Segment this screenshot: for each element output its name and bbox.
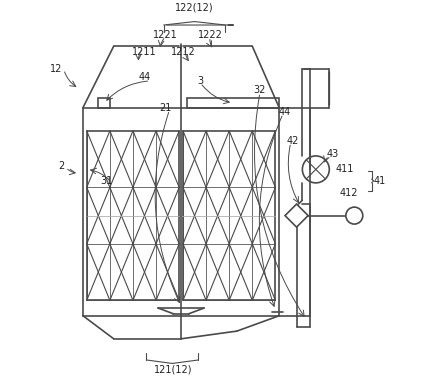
Text: 122(12): 122(12) [175,3,214,13]
Bar [187,98,279,108]
Text: 31: 31 [100,176,112,186]
Text: 121(12): 121(12) [154,365,193,375]
Text: 411: 411 [335,164,354,174]
Text: 12: 12 [50,64,62,74]
Text: 44: 44 [138,72,151,82]
Text: 41: 41 [373,176,385,186]
Bar [98,98,110,108]
Text: 21: 21 [159,103,172,113]
Text: 1222: 1222 [198,30,222,40]
Text: 1211: 1211 [132,47,157,57]
Text: 412: 412 [339,187,358,198]
Text: 44: 44 [279,107,291,117]
Text: 42: 42 [287,136,299,146]
Text: 43: 43 [327,149,339,159]
Text: 32: 32 [254,85,266,95]
Text: 2: 2 [58,161,65,171]
Text: 3: 3 [197,76,203,86]
Text: 1212: 1212 [171,47,195,57]
Text: 1221: 1221 [153,30,178,40]
